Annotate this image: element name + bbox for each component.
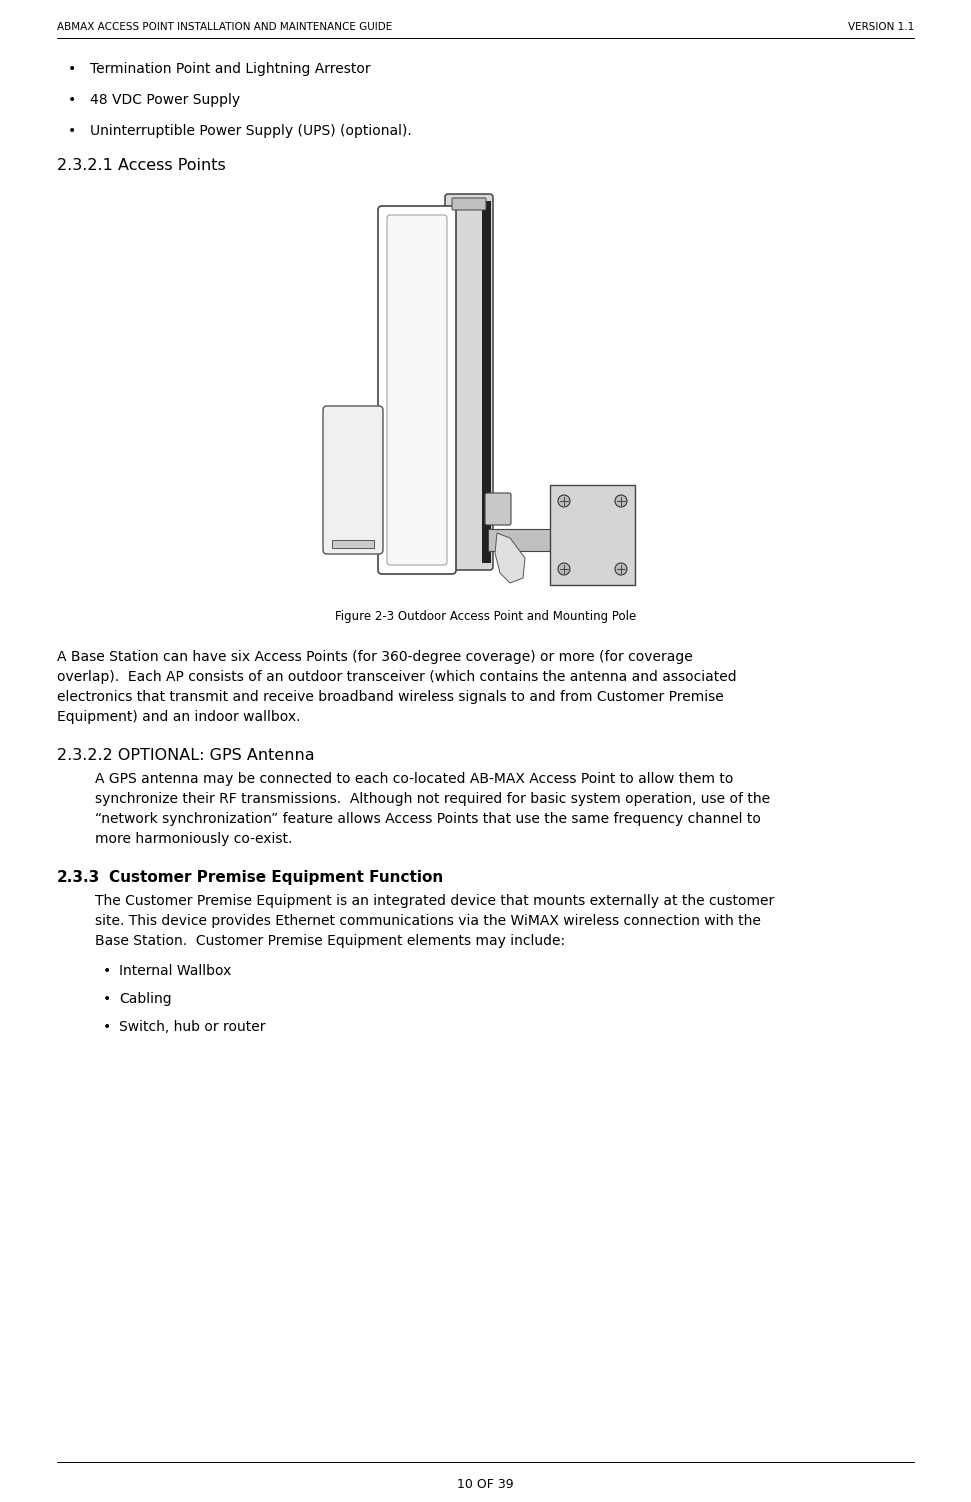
Circle shape: [558, 496, 570, 508]
Text: 48 VDC Power Supply: 48 VDC Power Supply: [90, 93, 240, 107]
Polygon shape: [495, 533, 525, 583]
Text: •: •: [68, 62, 76, 77]
Text: •: •: [103, 964, 111, 978]
Text: Cabling: Cabling: [119, 991, 172, 1006]
Text: site. This device provides Ethernet communications via the WiMAX wireless connec: site. This device provides Ethernet comm…: [95, 915, 761, 928]
Text: •: •: [68, 125, 76, 138]
Text: Internal Wallbox: Internal Wallbox: [119, 964, 231, 978]
Text: Uninterruptible Power Supply (UPS) (optional).: Uninterruptible Power Supply (UPS) (opti…: [90, 125, 412, 138]
Text: The Customer Premise Equipment is an integrated device that mounts externally at: The Customer Premise Equipment is an int…: [95, 894, 774, 909]
Circle shape: [615, 496, 627, 508]
Text: Equipment) and an indoor wallbox.: Equipment) and an indoor wallbox.: [57, 710, 300, 724]
Bar: [550, 485, 635, 584]
Circle shape: [558, 563, 570, 575]
Text: 2.3.2.1 Access Points: 2.3.2.1 Access Points: [57, 158, 225, 173]
Text: 2.3.2.2 OPTIONAL: GPS Antenna: 2.3.2.2 OPTIONAL: GPS Antenna: [57, 748, 315, 763]
Text: ABMAX ACCESS POINT INSTALLATION AND MAINTENANCE GUIDE: ABMAX ACCESS POINT INSTALLATION AND MAIN…: [57, 23, 392, 32]
FancyBboxPatch shape: [452, 198, 486, 210]
Text: Customer Premise Equipment Function: Customer Premise Equipment Function: [109, 870, 443, 885]
Text: synchronize their RF transmissions.  Although not required for basic system oper: synchronize their RF transmissions. Alth…: [95, 792, 770, 807]
Text: overlap).  Each AP consists of an outdoor transceiver (which contains the antenn: overlap). Each AP consists of an outdoor…: [57, 670, 737, 683]
Bar: [482, 201, 491, 563]
Text: Base Station.  Customer Premise Equipment elements may include:: Base Station. Customer Premise Equipment…: [95, 934, 565, 948]
Text: 2.3.3: 2.3.3: [57, 870, 100, 885]
Text: more harmoniously co-exist.: more harmoniously co-exist.: [95, 832, 292, 846]
Text: A Base Station can have six Access Points (for 360-degree coverage) or more (for: A Base Station can have six Access Point…: [57, 650, 692, 664]
FancyBboxPatch shape: [378, 206, 456, 574]
Text: Figure 2-3 Outdoor Access Point and Mounting Pole: Figure 2-3 Outdoor Access Point and Moun…: [335, 610, 636, 623]
Bar: [332, 541, 374, 548]
Bar: [488, 529, 558, 551]
FancyBboxPatch shape: [387, 215, 447, 565]
Text: Switch, hub or router: Switch, hub or router: [119, 1020, 265, 1033]
Text: A GPS antenna may be connected to each co-located AB-MAX Access Point to allow t: A GPS antenna may be connected to each c…: [95, 772, 733, 786]
Text: Termination Point and Lightning Arrestor: Termination Point and Lightning Arrestor: [90, 62, 371, 77]
FancyBboxPatch shape: [445, 194, 493, 569]
Text: 10 OF 39: 10 OF 39: [457, 1478, 514, 1491]
Text: •: •: [68, 93, 76, 107]
FancyBboxPatch shape: [323, 406, 383, 554]
Text: electronics that transmit and receive broadband wireless signals to and from Cus: electronics that transmit and receive br…: [57, 689, 723, 704]
Text: •: •: [103, 991, 111, 1006]
Text: “network synchronization” feature allows Access Points that use the same frequen: “network synchronization” feature allows…: [95, 813, 761, 826]
Text: •: •: [103, 1020, 111, 1033]
Text: VERSION 1.1: VERSION 1.1: [848, 23, 914, 32]
FancyBboxPatch shape: [485, 493, 511, 526]
Circle shape: [615, 563, 627, 575]
